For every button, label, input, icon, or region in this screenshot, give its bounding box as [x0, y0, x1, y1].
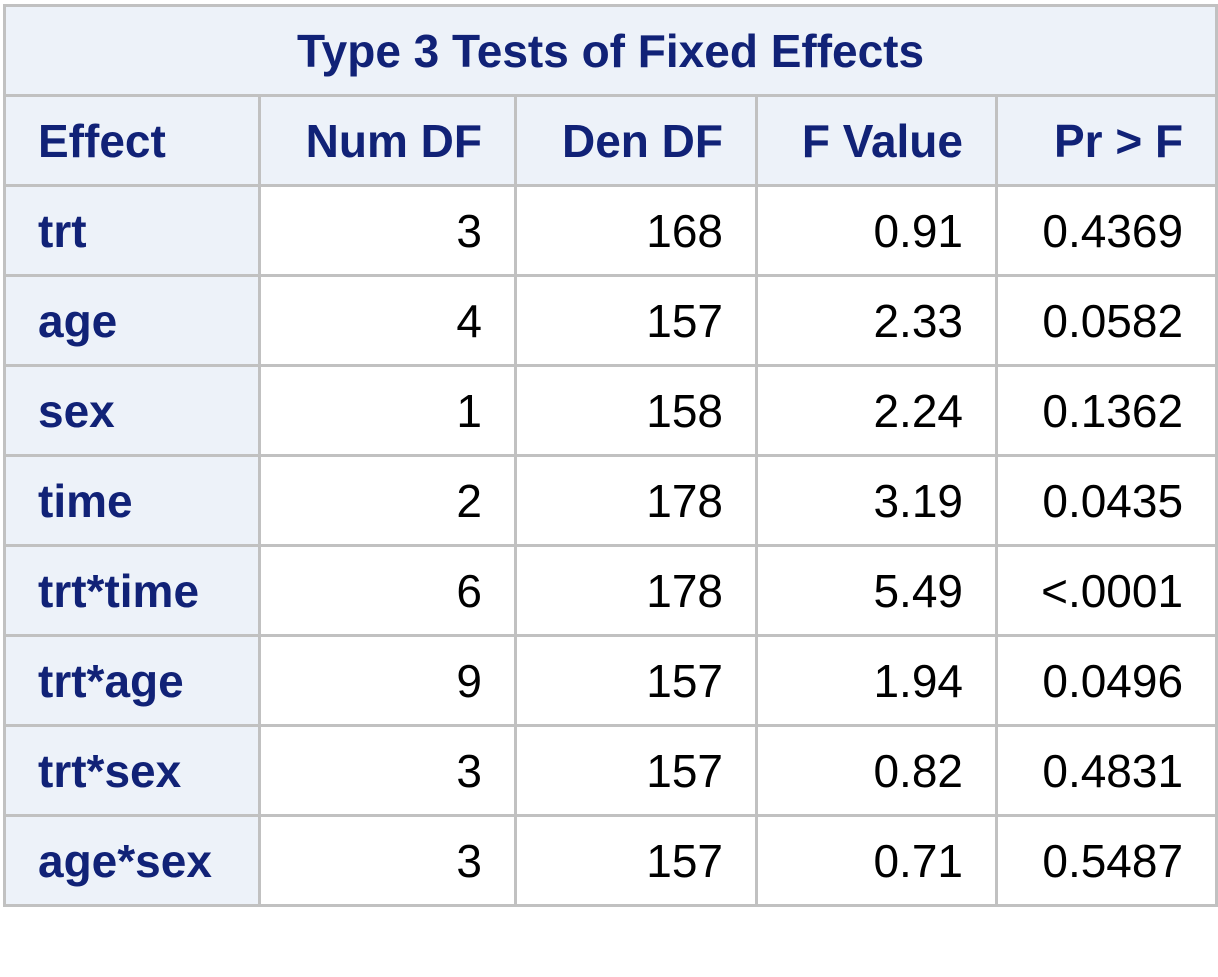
table-row: age 4 157 2.33 0.0582 [3, 274, 1218, 367]
header-f-value: F Value [755, 94, 998, 187]
den-df-value: 158 [514, 364, 758, 457]
table-row: trt*time 6 178 5.49 <.0001 [3, 544, 1218, 637]
p-value: <.0001 [994, 544, 1218, 637]
num-df-value: 4 [258, 274, 517, 367]
num-df-value: 6 [258, 544, 517, 637]
den-df-value: 178 [514, 544, 758, 637]
table-row: time 2 178 3.19 0.0435 [3, 454, 1218, 547]
effect-label: trt*time [3, 544, 261, 637]
effect-label: sex [3, 364, 261, 457]
num-df-value: 1 [258, 364, 517, 457]
f-value: 5.49 [755, 544, 998, 637]
f-value: 0.71 [755, 814, 998, 907]
table-row: age*sex 3 157 0.71 0.5487 [3, 814, 1218, 907]
effect-label: trt*age [3, 634, 261, 727]
effect-label: age*sex [3, 814, 261, 907]
header-num-df: Num DF [258, 94, 517, 187]
den-df-value: 157 [514, 724, 758, 817]
effect-label: trt*sex [3, 724, 261, 817]
f-value: 2.24 [755, 364, 998, 457]
header-den-df: Den DF [514, 94, 758, 187]
f-value: 1.94 [755, 634, 998, 727]
table-header-row: Effect Num DF Den DF F Value Pr > F [3, 94, 1218, 187]
f-value: 0.91 [755, 184, 998, 277]
p-value: 0.0435 [994, 454, 1218, 547]
fixed-effects-table: Type 3 Tests of Fixed Effects Effect Num… [2, 4, 1218, 907]
table-row: trt 3 168 0.91 0.4369 [3, 184, 1218, 277]
den-df-value: 157 [514, 634, 758, 727]
table-title-row: Type 3 Tests of Fixed Effects [2, 4, 1218, 97]
f-value: 2.33 [755, 274, 998, 367]
num-df-value: 2 [258, 454, 517, 547]
header-effect: Effect [3, 94, 261, 187]
f-value: 0.82 [755, 724, 998, 817]
num-df-value: 3 [258, 724, 517, 817]
header-pr-f: Pr > F [994, 94, 1218, 187]
p-value: 0.0582 [994, 274, 1218, 367]
table-row: trt*sex 3 157 0.82 0.4831 [3, 724, 1218, 817]
num-df-value: 9 [258, 634, 517, 727]
effect-label: age [3, 274, 261, 367]
p-value: 0.5487 [994, 814, 1218, 907]
f-value: 3.19 [755, 454, 998, 547]
table-row: trt*age 9 157 1.94 0.0496 [3, 634, 1218, 727]
den-df-value: 157 [514, 814, 758, 907]
table-title: Type 3 Tests of Fixed Effects [2, 4, 1218, 97]
p-value: 0.0496 [994, 634, 1218, 727]
effect-label: time [3, 454, 261, 547]
den-df-value: 157 [514, 274, 758, 367]
p-value: 0.1362 [994, 364, 1218, 457]
table-row: sex 1 158 2.24 0.1362 [3, 364, 1218, 457]
num-df-value: 3 [258, 184, 517, 277]
effect-label: trt [3, 184, 261, 277]
p-value: 0.4831 [994, 724, 1218, 817]
p-value: 0.4369 [994, 184, 1218, 277]
den-df-value: 178 [514, 454, 758, 547]
num-df-value: 3 [258, 814, 517, 907]
den-df-value: 168 [514, 184, 758, 277]
